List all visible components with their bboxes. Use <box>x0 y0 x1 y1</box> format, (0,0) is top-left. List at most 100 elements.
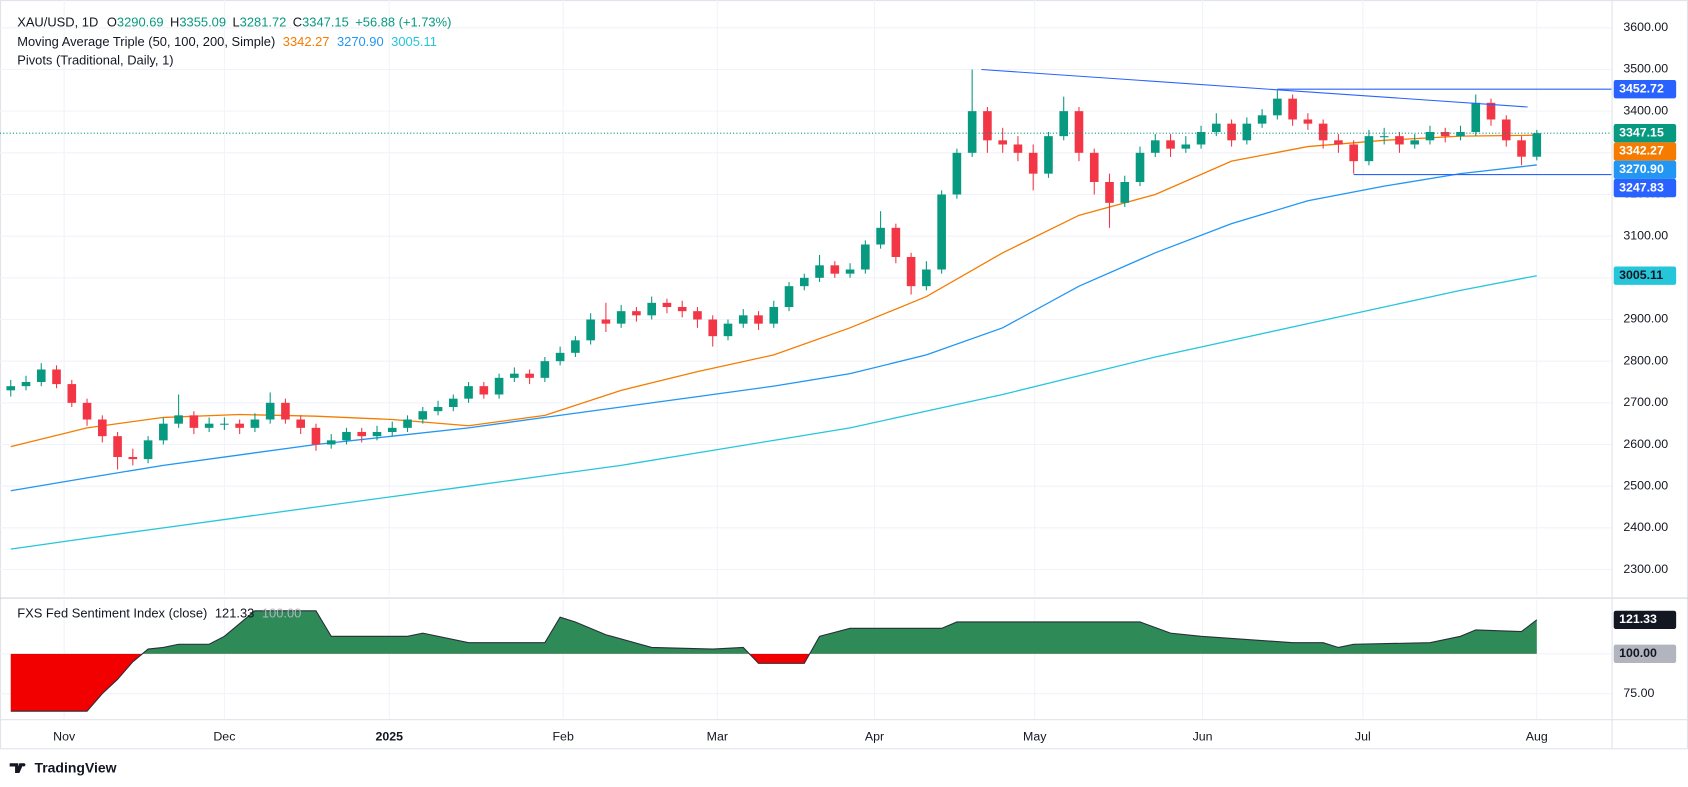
candle-body <box>128 457 138 460</box>
candle-body <box>143 440 153 460</box>
x-tick-label: Dec <box>213 730 235 744</box>
candle-body <box>387 427 397 433</box>
y-tick-label: 3500.00 <box>1623 62 1668 76</box>
y-tick-label: 2400.00 <box>1623 520 1668 534</box>
candle-body <box>1227 123 1236 141</box>
candle-body <box>1242 123 1252 141</box>
candle-body <box>769 306 779 324</box>
candle-body <box>21 382 31 387</box>
candle-body <box>265 402 275 420</box>
legend-line: FXS Fed Sentiment Index (close) 121.33 100… <box>17 606 301 621</box>
candle-body <box>36 369 46 383</box>
candle-body <box>1181 144 1191 149</box>
indicator-value: 3270.90 <box>337 34 384 49</box>
candle-body <box>601 319 611 324</box>
candle-body <box>1456 131 1465 137</box>
candle-body <box>67 384 77 403</box>
candle-body <box>632 311 641 316</box>
price-badge <box>1613 80 1677 99</box>
symbol: XAU/USD, 1D <box>17 15 98 30</box>
candle-body <box>1532 133 1542 157</box>
candle-body <box>876 227 885 245</box>
y-tick-label: 3400.00 <box>1623 103 1668 117</box>
x-tick-label: Nov <box>53 730 76 744</box>
candle-body <box>1517 140 1526 157</box>
candle-body <box>1440 131 1450 137</box>
candle-body <box>510 373 519 378</box>
candle-body <box>1334 140 1343 145</box>
candle-body <box>1196 131 1206 145</box>
candle-body <box>1044 136 1053 174</box>
x-tick-label: May <box>1023 730 1047 744</box>
price-badge <box>1613 266 1677 285</box>
price-badge-label: 100.00 <box>1619 646 1657 660</box>
candle-body <box>998 140 1007 145</box>
candle-body <box>967 111 977 153</box>
candle-body <box>1288 98 1297 120</box>
candle-body <box>448 398 458 408</box>
tradingview-logo: TradingView <box>9 759 117 775</box>
candle-body <box>113 436 122 458</box>
candle-body <box>1303 119 1313 124</box>
candle-body <box>342 432 351 441</box>
candle-body <box>830 265 840 274</box>
candle-body <box>464 386 473 399</box>
candle-body <box>281 402 290 420</box>
candle-body <box>1135 152 1145 182</box>
candle-body <box>845 269 855 274</box>
price-badge-label: 121.33 <box>1619 612 1657 626</box>
moving-average-line <box>10 275 1537 550</box>
candle-body <box>1028 152 1038 174</box>
candle-body <box>418 411 428 420</box>
brand: TradingView <box>34 759 116 775</box>
candle-body <box>952 152 962 195</box>
candle-body <box>1349 144 1358 162</box>
indicator-value: 121.33 <box>215 606 254 621</box>
legend-line: Moving Average Triple (50, 100, 200, Sim… <box>17 34 437 49</box>
candle-body <box>1150 140 1160 153</box>
candle-body <box>1395 136 1404 145</box>
x-tick-label: Jun <box>1193 730 1213 744</box>
candle-body <box>6 386 16 391</box>
x-tick-label: Feb <box>553 730 574 744</box>
candle-body <box>1257 115 1267 124</box>
candle-body <box>799 277 809 287</box>
ohlc-value: 3355.09 <box>179 15 226 30</box>
indicator-value: 3342.27 <box>283 34 330 49</box>
candle-body <box>1425 131 1435 141</box>
candle-body <box>906 256 916 287</box>
candle-body <box>235 423 244 428</box>
ohlc-letter: H <box>170 15 179 30</box>
price-badge-label: 3342.27 <box>1619 144 1664 158</box>
candle-body <box>1074 111 1084 153</box>
indicator-value: 3005.11 <box>391 34 437 49</box>
candle-body <box>1089 152 1099 182</box>
candle-body <box>357 432 367 437</box>
price-badge <box>1613 124 1677 143</box>
legend-line: XAU/USD, 1D O3290.69 H3355.09 L3281.72 C3347… <box>17 15 451 30</box>
candle-body <box>326 440 336 445</box>
x-tick-label: Mar <box>707 730 728 744</box>
candle-body <box>1059 111 1069 137</box>
moving-average-line <box>10 134 1537 448</box>
grid <box>0 0 1612 720</box>
candle-body <box>738 315 748 324</box>
candle-body <box>220 423 229 425</box>
legend-line: Pivots (Traditional, Daily, 1) <box>17 53 173 68</box>
price-badge-label: 3005.11 <box>1619 268 1663 282</box>
candle-body <box>174 415 183 424</box>
candle-body <box>1471 102 1481 132</box>
candle-body <box>1410 140 1420 145</box>
candle-body <box>1013 144 1023 153</box>
candle-body <box>540 361 550 378</box>
candle-body <box>983 111 992 141</box>
y-tick-label: 3100.00 <box>1623 228 1668 242</box>
x-tick-label: 2025 <box>375 730 403 744</box>
y-tick-label: 2300.00 <box>1623 562 1668 576</box>
candle-body <box>754 315 763 324</box>
indicator-name: Pivots (Traditional, Daily, 1) <box>17 53 173 68</box>
indicator-value: 100.00 <box>262 606 301 621</box>
candle-body <box>1364 136 1374 162</box>
